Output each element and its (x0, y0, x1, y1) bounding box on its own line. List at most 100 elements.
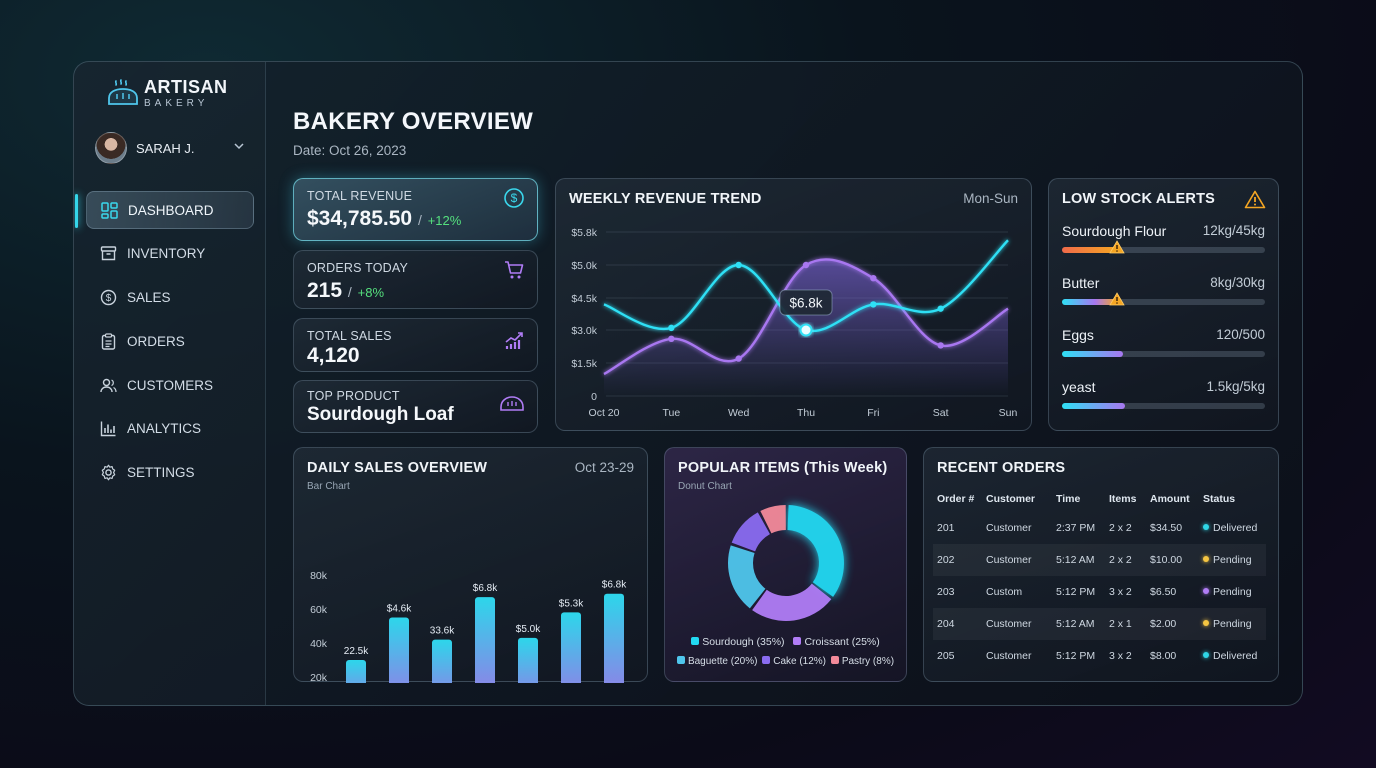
status-dot (1203, 524, 1209, 530)
table-cell-customer: Custom (986, 586, 1023, 598)
legend-swatch (793, 637, 802, 645)
data-point[interactable] (937, 342, 944, 349)
stock-item-quantity: 1.5kg/5kg (1206, 379, 1265, 394)
data-point[interactable] (802, 261, 810, 269)
stock-level-track (1062, 247, 1265, 253)
donut-slice-baguette[interactable] (728, 545, 766, 609)
donut-slice-pastry[interactable] (760, 505, 786, 534)
status-dot (1203, 620, 1209, 626)
sidebar-item-orders[interactable]: ORDERS (86, 322, 254, 360)
stock-item[interactable]: Butter 8kg/30kg (1062, 275, 1265, 307)
table-cell-amount: $34.50 (1150, 522, 1183, 534)
y-tick-label: $3.0k (571, 325, 597, 337)
kpi-label: TOTAL REVENUE (307, 189, 413, 203)
table-header-row: Order # Customer Time Items Amount Statu… (933, 486, 1266, 512)
bar[interactable] (346, 660, 366, 683)
bar[interactable] (518, 637, 538, 683)
sidebar-item-label: ANALYTICS (127, 421, 202, 437)
kpi-card-total-revenue[interactable]: TOTAL REVENUE $34,785.50 / +12% $ (293, 178, 538, 241)
sidebar-item-dashboard[interactable]: DASHBOARD (75, 191, 254, 229)
table-row[interactable]: 201 Customer 2:37 PM 2 x 2 $34.50 Delivered (933, 512, 1266, 544)
column-header[interactable]: Status (1203, 493, 1236, 505)
sidebar-item-label: CUSTOMERS (127, 377, 214, 393)
card-title: LOW STOCK ALERTS (1062, 191, 1216, 207)
kpi-label: TOP PRODUCT (307, 389, 400, 403)
table-row[interactable]: 204 Customer 5:12 AM 2 x 1 $2.00 Pending (933, 608, 1266, 640)
kpi-card-top-product[interactable]: TOP PRODUCT Sourdough Loaf (293, 380, 538, 433)
table-cell-customer: Customer (982, 608, 1052, 640)
sidebar-item-customers[interactable]: CUSTOMERS (86, 366, 254, 404)
status-label: Pending (1213, 554, 1252, 566)
table-row[interactable]: 205 Customer 5:12 PM 3 x 2 $8.00 Delivered (933, 640, 1266, 672)
legend-swatch (691, 637, 700, 645)
sidebar-item-label: INVENTORY (127, 246, 206, 262)
column-header[interactable]: Order # (937, 493, 975, 505)
card-range[interactable]: Mon-Sun (963, 191, 1018, 206)
data-point[interactable] (735, 355, 742, 362)
chevron-down-icon[interactable] (233, 140, 245, 152)
bar[interactable] (432, 639, 452, 683)
table-cell-status: Pending (1199, 608, 1266, 640)
dollar-circle-icon: $ (504, 188, 524, 208)
data-point[interactable] (735, 261, 742, 269)
daily-sales-bar-chart[interactable]: 020k40k60k80k22.5kMon$4.6kTue33.6kWed$6.… (294, 448, 649, 683)
bar-value-label: $5.0k (516, 624, 541, 635)
column-header[interactable]: Time (1056, 493, 1081, 505)
table-cell-id: 205 (937, 650, 955, 662)
donut-slice-sourdough[interactable] (787, 505, 844, 597)
data-point[interactable] (668, 324, 675, 332)
column-header[interactable]: Customer (986, 493, 1036, 505)
bar[interactable] (475, 597, 495, 683)
table-row[interactable]: 203 Custom 5:12 PM 3 x 2 $6.50 Pending (933, 576, 1266, 608)
popular-items-donut-chart[interactable] (665, 448, 908, 683)
donut-slice-croissant[interactable] (752, 583, 832, 621)
data-point[interactable] (937, 305, 944, 312)
kpi-value: Sourdough Loaf (307, 404, 454, 425)
bar[interactable] (561, 612, 581, 683)
bar-value-label: 33.6k (430, 626, 455, 637)
card-range[interactable]: Oct 23-29 (574, 460, 634, 475)
table-row[interactable]: 202 Customer 5:12 AM 2 x 2 $10.00 Pending (933, 544, 1266, 576)
weekly-revenue-line-chart[interactable]: 0 $1.5k $3.0k $4.5k $5.0k $5.8k Oct 20 Tue Wed Th… (556, 179, 1033, 432)
table-cell-time: 5:12 PM (1056, 650, 1096, 662)
x-tick-label: Wed (728, 407, 750, 419)
sidebar-item-settings[interactable]: SETTINGS (86, 454, 254, 492)
cart-icon (505, 261, 524, 279)
data-point[interactable] (870, 275, 877, 282)
user-menu[interactable]: SARAH J. (95, 132, 245, 164)
stock-item[interactable]: yeast 1.5kg/5kg (1062, 379, 1265, 411)
bar[interactable] (604, 593, 624, 683)
brand-logo[interactable]: ARTISAN BAKERY (106, 78, 228, 110)
page-title: BAKERY OVERVIEW (293, 108, 534, 135)
stock-level-track (1062, 403, 1265, 409)
sidebar-item-inventory[interactable]: INVENTORY (86, 235, 254, 273)
table-cell-customer: Customer (986, 522, 1032, 534)
table-cell-id: 204 (933, 608, 982, 640)
column-header[interactable]: Amount (1150, 493, 1190, 505)
daily-sales-card: DAILY SALES OVERVIEW Oct 23-29 Bar Chart… (293, 447, 649, 683)
table-cell-amount: $2.00 (1146, 608, 1199, 640)
data-point[interactable] (870, 301, 877, 308)
table-cell-items: 2 x 2 (1105, 544, 1146, 576)
kpi-value-row: $34,785.50 / +12% (307, 207, 461, 231)
kpi-delta: +12% (427, 213, 462, 228)
legend-item: Pastry (8%) (830, 656, 894, 667)
highlight-point[interactable] (799, 323, 813, 337)
bar-value-label: $6.8k (473, 583, 498, 594)
card-title: WEEKLY REVENUE TREND (569, 191, 762, 207)
stock-item[interactable]: Eggs 120/500 (1062, 327, 1265, 359)
column-header[interactable]: Items (1109, 493, 1137, 505)
donut-legend-row-2: Baguette (20%) Cake (12%) Pastry (8%) (665, 656, 906, 667)
sidebar-item-analytics[interactable]: ANALYTICS (86, 410, 254, 448)
data-point[interactable] (668, 335, 675, 342)
donut-slice-cake[interactable] (731, 512, 770, 552)
bar-chart-icon (99, 420, 117, 438)
bar[interactable] (389, 617, 409, 684)
sidebar-item-label: SALES (127, 290, 171, 306)
kpi-card-orders-today[interactable]: ORDERS TODAY 215 / +8% (293, 250, 538, 309)
stock-item[interactable]: Sourdough Flour 12kg/45kg (1062, 223, 1265, 255)
kpi-card-total-sales[interactable]: TOTAL SALES 4,120 (293, 318, 538, 372)
bread-icon (500, 396, 524, 411)
stock-level-track (1062, 299, 1265, 305)
sidebar-item-sales[interactable]: $ SALES (86, 279, 254, 317)
